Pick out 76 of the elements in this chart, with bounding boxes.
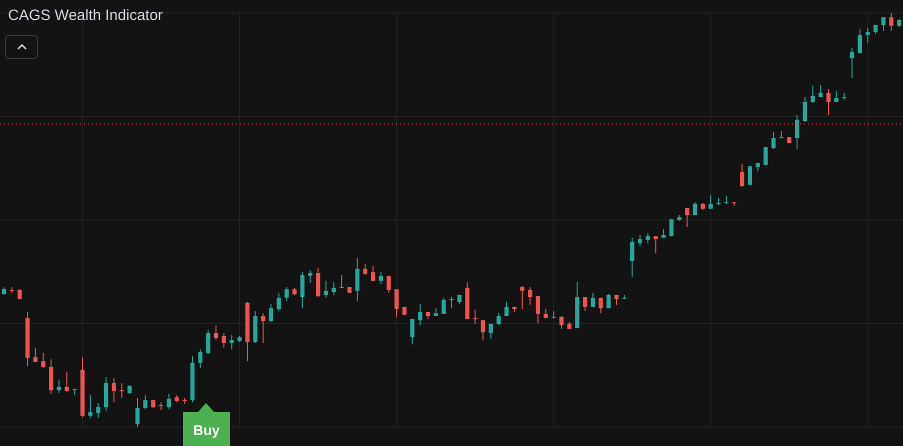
candlestick <box>442 297 446 314</box>
candlestick <box>386 275 391 294</box>
candlestick <box>64 371 69 392</box>
candlestick <box>340 274 344 288</box>
candlestick <box>363 263 368 276</box>
candlestick <box>378 272 384 285</box>
candlestick <box>222 332 226 348</box>
candlestick <box>410 318 414 345</box>
annotation: Buy <box>192 422 221 438</box>
candlestick <box>166 393 171 410</box>
candlestick <box>748 166 752 186</box>
candlestick <box>866 27 870 44</box>
candlestick <box>654 236 658 254</box>
candlestick <box>261 312 266 344</box>
candlestick <box>480 320 486 341</box>
candlestick <box>889 13 894 32</box>
chart-title: CAGS Wealth Indicator <box>8 7 163 24</box>
candlestick <box>488 323 493 340</box>
candlestick <box>504 301 509 317</box>
candlestick <box>520 285 524 310</box>
candlestick <box>881 16 886 32</box>
candlestick <box>284 286 289 302</box>
candlestick <box>308 270 312 284</box>
candlestick <box>135 398 140 427</box>
candlestick <box>873 24 878 35</box>
candlestick <box>418 304 422 326</box>
candlestick <box>370 265 376 282</box>
candlestick <box>268 304 274 322</box>
candlestick <box>332 282 336 296</box>
candlestick <box>802 96 808 122</box>
candlestick <box>49 358 54 394</box>
candlestick <box>276 292 281 312</box>
candlestick <box>449 296 454 309</box>
candlestick <box>96 402 100 418</box>
candlestick <box>394 288 399 318</box>
candlestick <box>818 84 823 98</box>
candlestick <box>559 316 564 330</box>
candlestick <box>88 394 92 418</box>
candlestick <box>41 352 46 368</box>
candlestick <box>206 330 210 355</box>
candlestick <box>590 292 596 308</box>
candlestick <box>685 207 690 228</box>
candlestick <box>496 312 501 326</box>
candlestick <box>158 402 164 411</box>
candlestick <box>850 48 854 78</box>
candlestick <box>708 194 713 210</box>
candlestick <box>606 294 611 309</box>
candlestick <box>324 280 328 298</box>
candlestick <box>316 268 320 298</box>
candlestick <box>598 297 603 314</box>
candlestick <box>536 296 540 324</box>
candlestick <box>669 218 674 237</box>
candlestick <box>528 286 532 306</box>
candlestick <box>198 348 202 368</box>
candlestick <box>33 347 38 362</box>
candlestick <box>794 114 800 150</box>
candlestick <box>771 131 776 150</box>
candlestick <box>143 394 148 410</box>
candlestick <box>112 378 116 403</box>
candlestick <box>858 28 862 54</box>
candlestick <box>692 202 698 216</box>
candlestick <box>630 237 634 278</box>
candlestick <box>810 85 815 104</box>
candlestick <box>638 234 642 247</box>
candlestick <box>230 334 234 350</box>
candlestick <box>740 164 744 188</box>
candlestick <box>826 88 831 116</box>
candlestick <box>355 258 360 302</box>
candlestick <box>764 146 768 166</box>
candlestick <box>646 232 650 244</box>
candlestick <box>214 324 218 341</box>
candlestick <box>120 382 124 399</box>
candlestick <box>724 195 728 204</box>
candlestick <box>473 309 478 324</box>
candlestick <box>300 272 304 309</box>
candlestick <box>582 296 588 312</box>
